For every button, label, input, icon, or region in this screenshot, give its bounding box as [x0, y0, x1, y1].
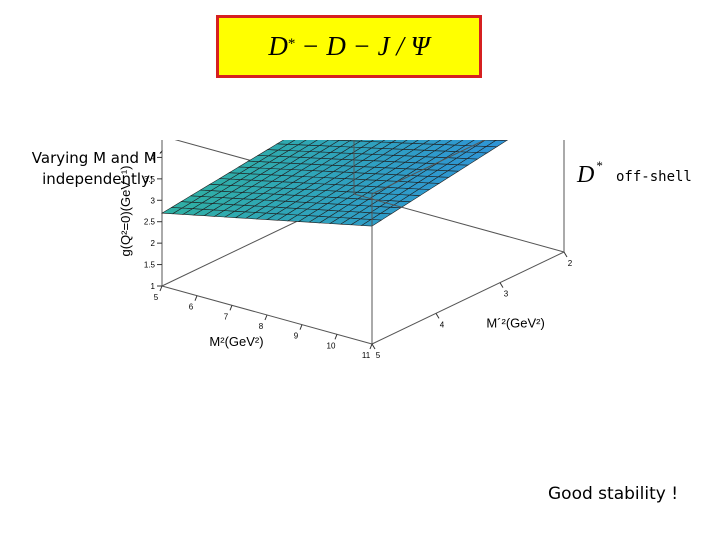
y-tick [563, 251, 568, 258]
x-tick [369, 343, 373, 350]
x-axis-label: M²(GeV²) [209, 334, 263, 349]
surface-cell [390, 140, 408, 144]
x-tick-label: 5 [154, 293, 159, 302]
surface-cell [276, 140, 296, 145]
x-tick [229, 305, 233, 311]
surface-cell [369, 140, 386, 143]
surface-cell [432, 140, 453, 145]
y-tick-label: 3 [504, 290, 509, 299]
z-tick-label: 2 [151, 239, 156, 248]
offshell-label: off-shell [616, 169, 692, 185]
y-tick [435, 313, 440, 319]
dstar-letter: D [577, 162, 595, 188]
z-tick-label: 1.5 [144, 261, 156, 270]
surface-cell [338, 140, 352, 142]
surface-cell [286, 140, 307, 146]
title-formula: − D − J / Ψ [301, 31, 430, 61]
x-tick-label: 6 [189, 303, 194, 312]
x-tick-label: 11 [362, 351, 371, 360]
surface-cell [348, 140, 363, 142]
x-tick-label: 9 [294, 332, 299, 341]
y-tick-label: 4 [440, 320, 445, 329]
x-tick [264, 314, 268, 321]
surface-cell [474, 140, 497, 147]
z-axis-label: g(Q²=0)(GeV⁻¹) [120, 165, 133, 256]
box-edge [353, 193, 565, 253]
y-tick [499, 282, 504, 288]
x-tick [194, 295, 198, 301]
title-star: * [287, 36, 296, 52]
left-note-line1: Varying M and M´ [31, 149, 165, 167]
z-tick-label: 2.5 [144, 218, 156, 227]
left-note-line2: independently: [42, 170, 154, 188]
footer-note: Good stability ! [548, 484, 679, 504]
x-tick [334, 334, 338, 340]
surface-plot: 1 1.5 2 2.5 3 3.5 4 4.5 5 6 7 8 9 10 11 5 4 3 2 g(Q²=0)(Ge… [120, 140, 573, 360]
x-tick [159, 285, 163, 292]
z-tick-label: 4.5 [144, 140, 156, 141]
x-tick-label: 8 [259, 322, 264, 331]
surface-cell [359, 140, 374, 142]
z-tick-label: 4 [151, 153, 156, 162]
box-edge [371, 140, 486, 195]
dstar-star: * [596, 158, 603, 173]
surface-cell [464, 140, 486, 147]
surface-cell [297, 140, 318, 146]
y-axis-label: M´²(GeV²) [486, 315, 544, 330]
surface-cell [453, 140, 475, 146]
surface-cell [494, 140, 509, 142]
x-tick-label: 10 [327, 341, 336, 350]
surface-cell [380, 140, 397, 143]
title-banner: D * − D − J / Ψ [216, 15, 482, 78]
surface-cell [401, 140, 419, 144]
dstar-symbol: D * [577, 158, 603, 189]
left-note: Varying M and M´ independently: [8, 148, 188, 190]
surface-cell [443, 140, 464, 146]
box-edge [371, 251, 565, 345]
surface-cell [422, 140, 442, 145]
y-tick-label: 2 [568, 259, 573, 268]
z-tick-label: 1 [151, 282, 156, 291]
z-tick-label: 3.5 [144, 175, 156, 184]
x-tick-label: 7 [224, 312, 229, 321]
surface-cell [318, 140, 341, 147]
z-tick-label: 3 [151, 196, 156, 205]
surface-cell [307, 140, 330, 146]
y-tick [371, 343, 376, 350]
title-formula-d: D [268, 31, 288, 61]
y-tick-label: 5 [376, 351, 381, 360]
x-tick [299, 324, 303, 330]
